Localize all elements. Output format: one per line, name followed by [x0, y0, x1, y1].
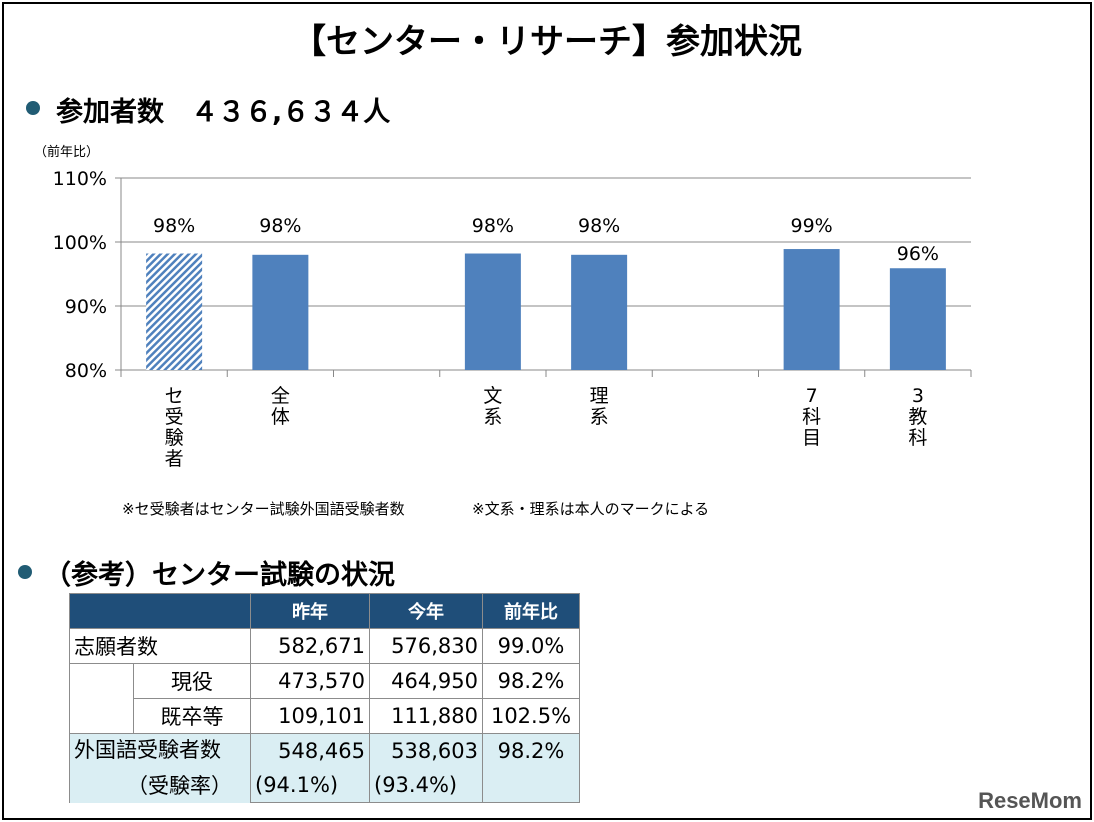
header-ratio: 前年比: [482, 593, 580, 629]
row-label: 外国語受験者数 （受験率）: [69, 733, 251, 803]
header-last-year: 昨年: [250, 593, 370, 629]
rate: (94.1%): [255, 773, 339, 797]
row-label-main: 外国語受験者数: [74, 738, 221, 762]
x-tick-label: 7: [806, 385, 818, 407]
reference-table: 昨年 今年 前年比 志願者数 582,671 576,830 99.0% 現役 …: [69, 593, 580, 803]
cell-last: 473,570: [250, 663, 370, 699]
y-tick-label: 110%: [53, 168, 107, 190]
x-tick-label: 体: [271, 406, 290, 428]
resemom-logo: ReseMom: [978, 788, 1082, 813]
x-tick-label: 受: [165, 406, 184, 428]
table-row: 既卒等 109,101 111,880 102.5%: [70, 698, 580, 734]
bar: [783, 249, 840, 370]
note-2: ※文系・理系は本人のマークによる: [472, 500, 710, 518]
bar: [464, 253, 521, 370]
rate: (93.4%): [374, 773, 458, 797]
value: 548,465: [278, 739, 365, 763]
x-tick-label: 全: [271, 385, 290, 407]
indent-cell: [69, 663, 134, 734]
x-tick-label: 系: [590, 406, 609, 428]
table-header-row: 昨年 今年 前年比: [69, 593, 580, 629]
table-row: 志願者数 582,671 576,830 99.0%: [69, 628, 580, 664]
y-tick-label: 100%: [53, 232, 107, 254]
data-label: 98%: [259, 215, 301, 237]
participants-heading: 参加者数 ４３６,６３４人: [56, 97, 391, 128]
bar-chart: （前年比） 80%90%100%110%98%セ受験者98%全体98%文系98%…: [34, 144, 972, 470]
x-tick-label: 系: [483, 406, 502, 428]
bullet-icon: [18, 565, 32, 579]
data-label: 96%: [897, 243, 939, 265]
y-tick-label: 90%: [65, 296, 107, 318]
table-row: 現役 473,570 464,950 98.2%: [69, 663, 580, 734]
header-blank: [69, 593, 251, 629]
x-tick-label: 教: [908, 406, 927, 428]
cell-this: 538,603 (93.4%): [369, 733, 483, 803]
header-this-year: 今年: [369, 593, 483, 629]
row-label: 志願者数: [69, 628, 251, 664]
data-label: 98%: [578, 215, 620, 237]
x-tick-label: 験: [165, 427, 184, 449]
x-tick-label: 科: [908, 427, 927, 449]
x-tick-label: 3: [912, 385, 924, 407]
slide-title: 【センター・リサーチ】参加状況: [292, 22, 802, 62]
note-1: ※セ受験者はセンター試験外国語受験者数: [122, 500, 405, 518]
row-label: 現役: [133, 663, 251, 699]
data-label: 98%: [472, 215, 514, 237]
cell-this: 576,830: [369, 628, 483, 664]
x-tick-label: 目: [802, 427, 821, 449]
cell-ratio: 99.0%: [482, 628, 580, 664]
value: 98.2%: [497, 739, 565, 763]
y-tick-label: 80%: [65, 360, 107, 382]
bar: [252, 254, 309, 370]
cell-this: 111,880: [369, 698, 483, 734]
data-label: 99%: [791, 215, 833, 237]
cell-ratio: 102.5%: [482, 698, 580, 734]
x-tick-label: 文: [483, 385, 502, 407]
bar: [889, 268, 946, 370]
bar: [146, 253, 203, 370]
reference-heading: （参考）センター試験の状況: [44, 560, 395, 591]
x-tick-label: 科: [802, 406, 821, 428]
cell-last: 582,671: [250, 628, 370, 664]
x-tick-label: セ: [165, 385, 184, 407]
bullet-icon: [26, 101, 40, 115]
cell-ratio: 98.2%: [482, 733, 580, 803]
x-tick-label: 者: [165, 448, 184, 470]
bar: [571, 254, 628, 370]
value: 538,603: [391, 739, 478, 763]
data-label: 98%: [153, 215, 195, 237]
y-axis-label: （前年比）: [34, 144, 99, 160]
x-tick-label: 理: [590, 385, 609, 407]
cell-last: 109,101: [250, 698, 370, 734]
row-label: 既卒等: [133, 698, 251, 734]
cell-last: 548,465 (94.1%): [250, 733, 370, 803]
cell-ratio: 98.2%: [482, 663, 580, 699]
cell-this: 464,950: [369, 663, 483, 699]
row-label-sub: （受験率）: [127, 774, 232, 798]
table-row: 外国語受験者数 （受験率） 548,465 (94.1%) 538,603 (9…: [69, 733, 580, 803]
